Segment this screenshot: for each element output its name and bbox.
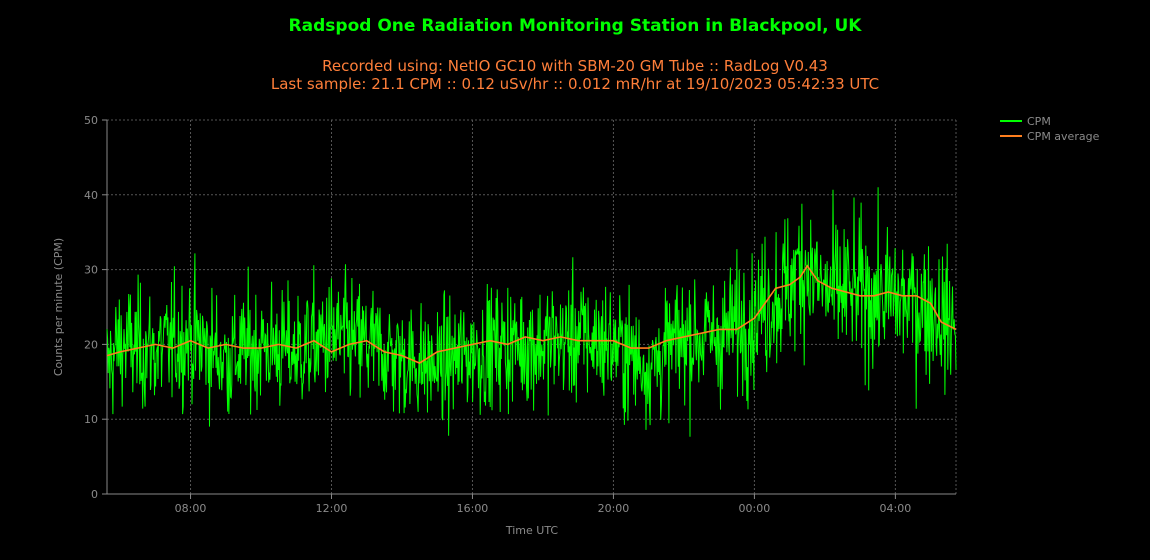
- y-tick-label: 50: [84, 114, 98, 127]
- chart-axes: [106, 120, 956, 495]
- legend: CPM CPM average: [1000, 115, 1100, 143]
- chart-series: [106, 187, 957, 437]
- series-line-cpm: [106, 187, 957, 437]
- y-tick-label: 0: [91, 488, 98, 501]
- chart-subtitle-last-sample: Last sample: 21.1 CPM :: 0.12 uSv/hr :: …: [270, 75, 880, 93]
- y-tick-label: 10: [84, 413, 98, 426]
- chart-subtitle-recorded: Recorded using: NetIO GC10 with SBM-20 G…: [322, 57, 828, 75]
- y-tick-label: 30: [84, 264, 98, 277]
- y-tick-label: 20: [84, 338, 98, 351]
- y-tick-label: 40: [84, 189, 98, 202]
- y-axis-label: Counts per minute (CPM): [52, 238, 65, 376]
- x-tick-label: 20:00: [598, 502, 630, 515]
- x-tick-label: 08:00: [175, 502, 207, 515]
- legend-label-cpm: CPM: [1027, 115, 1051, 128]
- series-line-cpm-average: [106, 264, 957, 365]
- x-tick-label: 00:00: [739, 502, 771, 515]
- x-tick-label: 16:00: [457, 502, 489, 515]
- legend-label-cpm-average: CPM average: [1027, 130, 1100, 143]
- x-axis-label: Time UTC: [505, 524, 559, 537]
- chart-ticks: 0 10 20 30 40 50 08:00 12:00 16:00 20:00 00:00 04:0…: [84, 114, 911, 515]
- x-tick-label: 04:00: [880, 502, 912, 515]
- x-tick-label: 12:00: [316, 502, 348, 515]
- chart-title: Radspod One Radiation Monitoring Station…: [288, 16, 862, 36]
